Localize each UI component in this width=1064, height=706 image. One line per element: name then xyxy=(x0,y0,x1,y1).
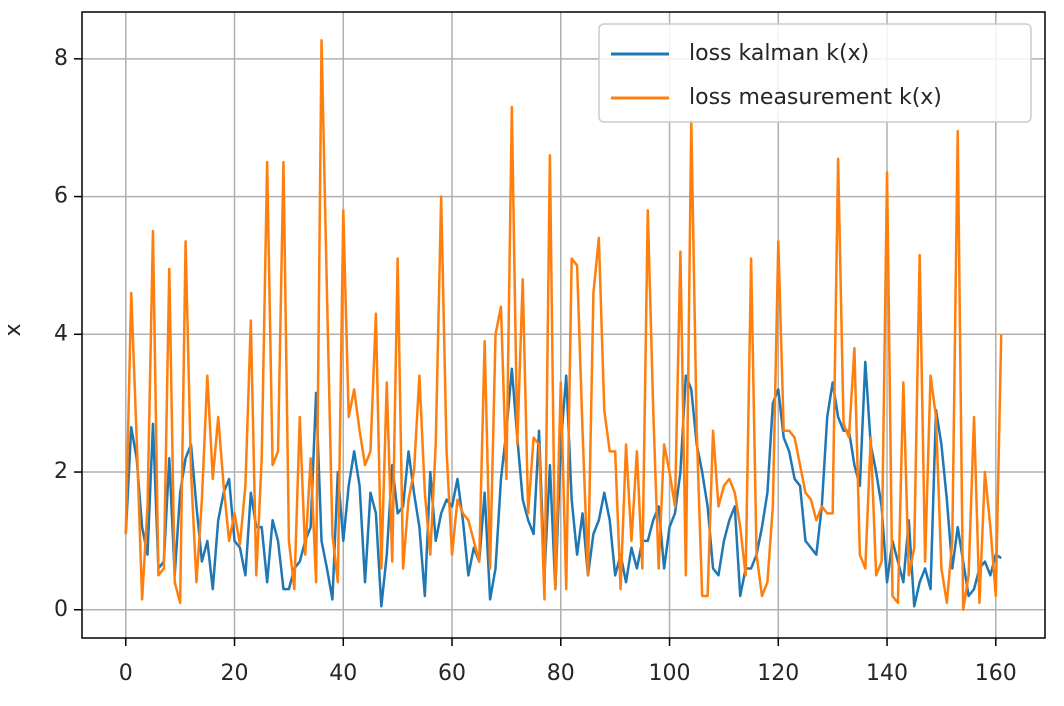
x-tick-label: 20 xyxy=(221,661,249,686)
x-tick-label: 160 xyxy=(975,661,1017,686)
x-tick-label: 60 xyxy=(438,661,466,686)
x-tick-label: 40 xyxy=(329,661,357,686)
series-line xyxy=(124,38,1003,612)
legend-label: loss kalman k(x) xyxy=(689,41,869,66)
y-tick-label: 0 xyxy=(54,597,68,622)
plot-frame xyxy=(81,11,1046,639)
x-tick-label: 0 xyxy=(119,661,133,686)
y-axis-label: x xyxy=(1,323,26,336)
y-tick-label: 6 xyxy=(54,184,68,209)
x-tick-label: 120 xyxy=(757,661,799,686)
x-tick-label: 80 xyxy=(547,661,575,686)
y-tick-label: 2 xyxy=(54,459,68,484)
series-line xyxy=(124,360,1002,608)
y-tick-label: 8 xyxy=(54,46,68,71)
x-tick-label: 140 xyxy=(866,661,908,686)
y-tick-label: 4 xyxy=(54,321,68,346)
x-tick-label: 100 xyxy=(649,661,691,686)
legend-label: loss measurement k(x) xyxy=(689,85,942,110)
legend-box xyxy=(598,23,1032,123)
